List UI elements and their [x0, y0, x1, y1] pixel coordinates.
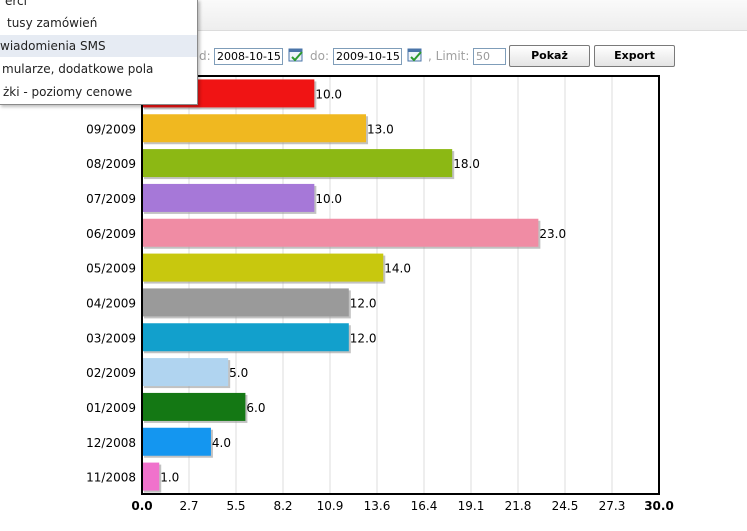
bar: [142, 218, 539, 247]
dropdown-menu: erci tusy zamówień wiadomienia SMS mular…: [0, 0, 198, 105]
export-button[interactable]: Export: [594, 45, 675, 67]
category-label: 04/2009: [86, 296, 136, 310]
category-label: 06/2009: [86, 227, 136, 241]
bar: [142, 114, 367, 143]
x-tick-label: 5.5: [226, 499, 245, 513]
date-to-label: do:: [310, 49, 330, 63]
date-from-label: d:: [199, 49, 211, 63]
data-label: 6.0: [246, 401, 265, 415]
x-tick-label: 27.3: [599, 499, 626, 513]
data-label: 4.0: [212, 436, 231, 450]
date-to-input[interactable]: [333, 48, 402, 65]
x-tick-label: 24.5: [552, 499, 579, 513]
plot-frame: [141, 75, 660, 495]
data-label: 23.0: [539, 227, 566, 241]
data-label: 5.0: [229, 366, 248, 380]
category-label: 01/2009: [86, 401, 136, 415]
bar: [142, 149, 453, 178]
data-label: 12.0: [350, 296, 377, 310]
bar: [142, 183, 315, 212]
category-label: 09/2009: [86, 122, 136, 136]
x-tick-label: 10.9: [317, 499, 344, 513]
data-label: 14.0: [384, 262, 411, 276]
category-label: 03/2009: [86, 331, 136, 345]
x-tick-label: 30.0: [644, 499, 674, 513]
bar: [142, 462, 160, 491]
data-label: 18.0: [453, 157, 480, 171]
bar: [142, 392, 246, 421]
x-tick-label: 2.7: [179, 499, 198, 513]
x-tick-label: 21.8: [505, 499, 532, 513]
category-label: 02/2009: [86, 366, 136, 380]
bar: [142, 427, 211, 456]
bar: [142, 253, 384, 282]
category-label: 11/2008: [86, 471, 136, 485]
filter-bar: d: do: , Limit: Pokaż Export: [0, 44, 747, 68]
data-label: 10.0: [315, 192, 342, 206]
category-label: 12/2008: [86, 436, 136, 450]
x-tick-label: 8.2: [273, 499, 292, 513]
bar: [142, 288, 349, 317]
menu-item-sms-notifications[interactable]: wiadomienia SMS: [0, 35, 197, 57]
x-tick-label: 13.6: [364, 499, 391, 513]
data-label: 13.0: [367, 122, 394, 136]
menu-item-price-levels[interactable]: żki - poziomy cenowe: [3, 85, 133, 99]
calendar-check-icon[interactable]: [407, 47, 423, 63]
x-tick-label: 0.0: [131, 499, 152, 513]
x-tick-label: 19.1: [458, 499, 485, 513]
limit-input[interactable]: [473, 48, 506, 65]
show-button[interactable]: Pokaż: [509, 45, 590, 67]
menu-item-recipients[interactable]: erci: [5, 0, 27, 8]
menu-item-forms-extra-fields[interactable]: mularze, dodatkowe pola: [2, 62, 154, 76]
category-label: 08/2009: [86, 157, 136, 171]
bar: [142, 323, 349, 352]
data-label: 1.0: [160, 471, 179, 485]
menu-item-order-statuses[interactable]: tusy zamówień: [7, 16, 98, 30]
category-label: 05/2009: [86, 262, 136, 276]
category-label: 07/2009: [86, 192, 136, 206]
limit-label: , Limit:: [428, 49, 470, 63]
bar: [142, 358, 229, 387]
date-from-input[interactable]: [214, 48, 283, 65]
data-label: 10.0: [315, 87, 342, 101]
x-tick-label: 16.4: [411, 499, 438, 513]
calendar-check-icon[interactable]: [288, 47, 304, 63]
data-label: 12.0: [350, 331, 377, 345]
